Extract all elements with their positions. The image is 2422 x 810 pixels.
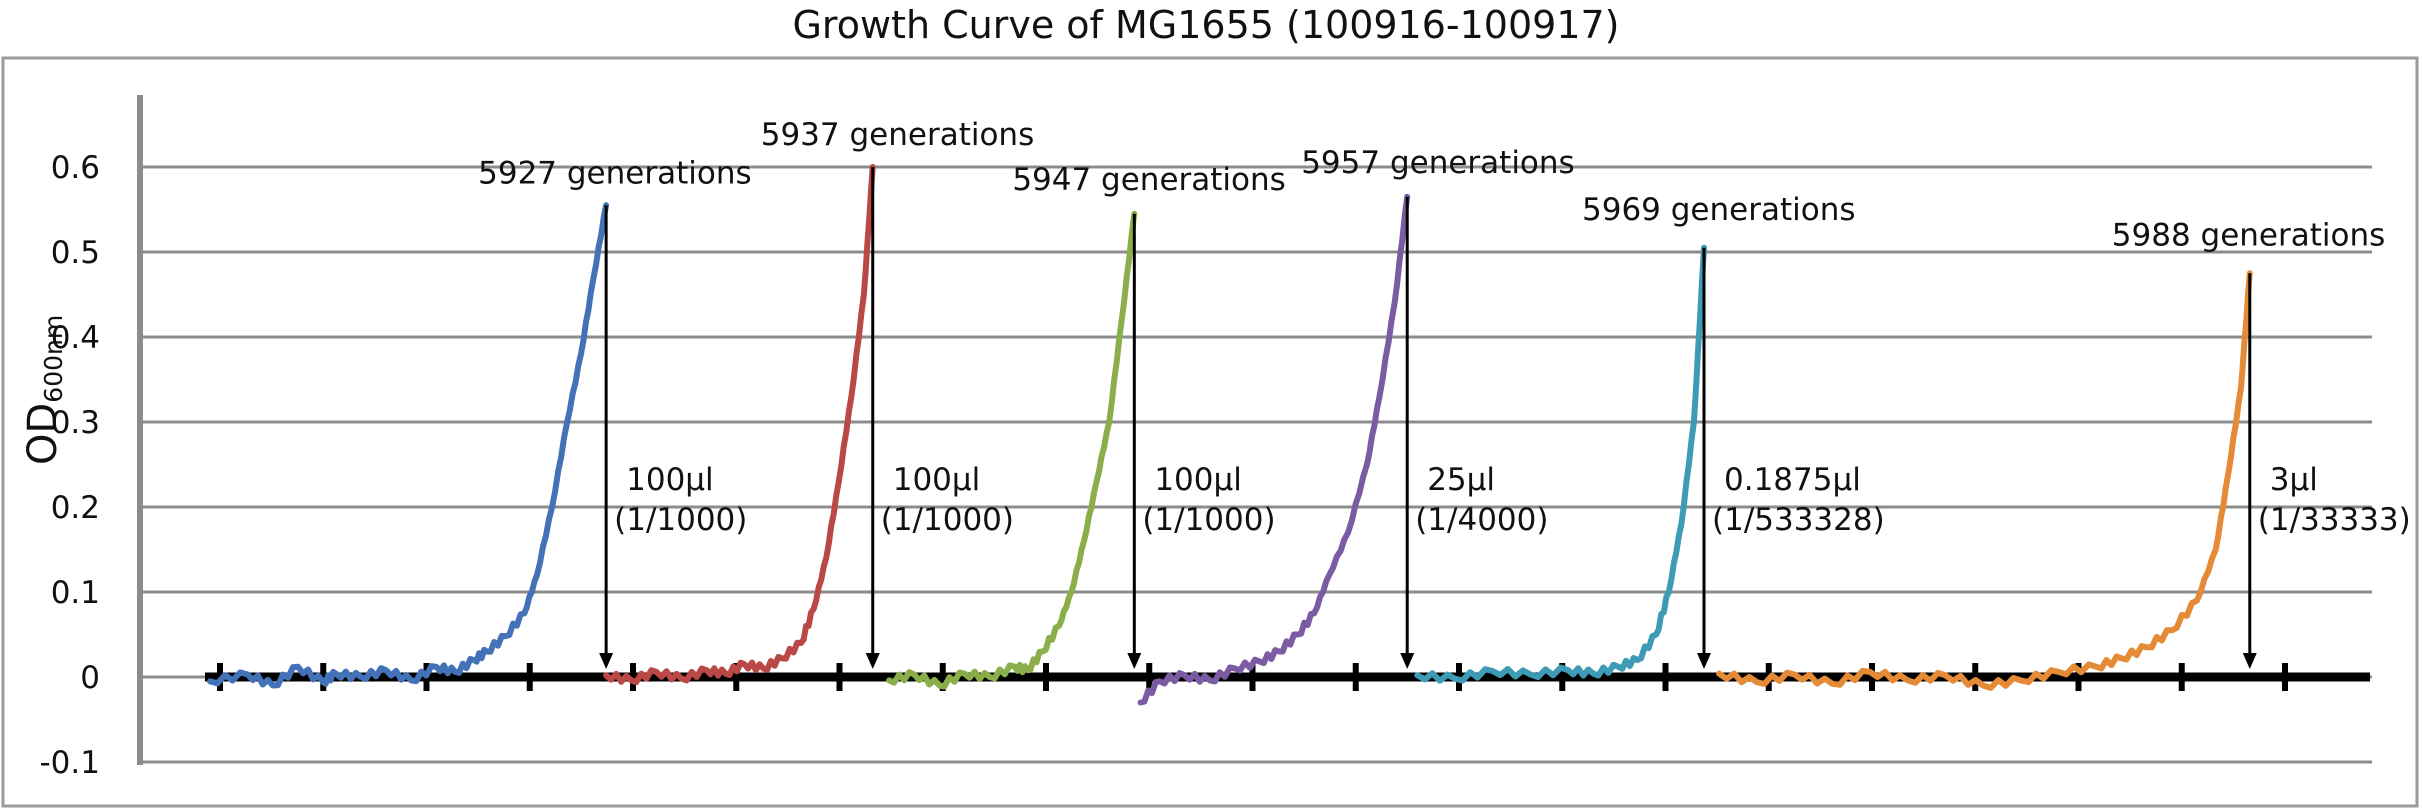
series-line [1137,193,1411,706]
volume-label: 0.1875μl [1724,462,1861,498]
dilution-label: (1/4000) [1415,502,1548,538]
series-line [603,164,876,686]
series-line [1716,270,2253,691]
volume-label: 25μl [1427,462,1495,498]
generation-label: 5937 generations [761,117,1035,153]
annotations: 5927 generations 100μl (1/1000) 5937 genera… [478,117,2411,669]
chart-title: Growth Curve of MG1655 (100916-100917) [792,3,1619,47]
volume-label: 100μl [893,462,981,498]
y-tick-label: 0.6 [51,150,100,186]
arrow-head-icon [1697,653,1711,669]
arrow-head-icon [865,653,880,669]
series-line [207,202,610,689]
dilution-label: (1/1000) [614,502,747,538]
y-tick-label: 0.1 [51,575,100,611]
volume-label: 100μl [626,462,714,498]
dilution-label: (1/33333) [2258,502,2411,538]
y-tick-labels: 0.6 0.5 0.4 0.3 0.2 0.1 0 -0.1 [40,150,101,781]
arrow-head-icon [599,653,614,669]
volume-label: 100μl [1154,462,1242,498]
series-line [886,210,1138,690]
generation-label: 5927 generations [478,155,752,191]
dilution-label: (1/533328) [1712,502,1885,538]
dilution-label: (1/1000) [881,502,1014,538]
dilution-label: (1/1000) [1142,502,1275,538]
y-tick-label: 0.5 [51,235,100,271]
generation-label: 5947 generations [1012,162,1285,198]
generation-label: 5957 generations [1301,145,1575,181]
y-tick-label: 0 [80,660,100,696]
plot-border [1,56,2419,808]
y-tick-label: 0.4 [51,320,100,356]
y-tick-label: 0.2 [51,490,100,526]
arrow-head-icon [1400,653,1415,669]
y-tick-label: 0.3 [51,405,100,441]
y-tick-label: -0.1 [40,745,101,781]
series-line [1414,244,1707,684]
y-axis-label: OD600nm [20,315,68,465]
generation-label: 5969 generations [1582,192,1856,228]
series-lines [207,164,2253,706]
arrow-head-icon [1127,653,1142,669]
volume-label: 3μl [2270,462,2318,498]
gridlines [140,165,2372,764]
arrow-head-icon [2242,653,2257,669]
generation-label: 5988 generations [2112,217,2386,253]
